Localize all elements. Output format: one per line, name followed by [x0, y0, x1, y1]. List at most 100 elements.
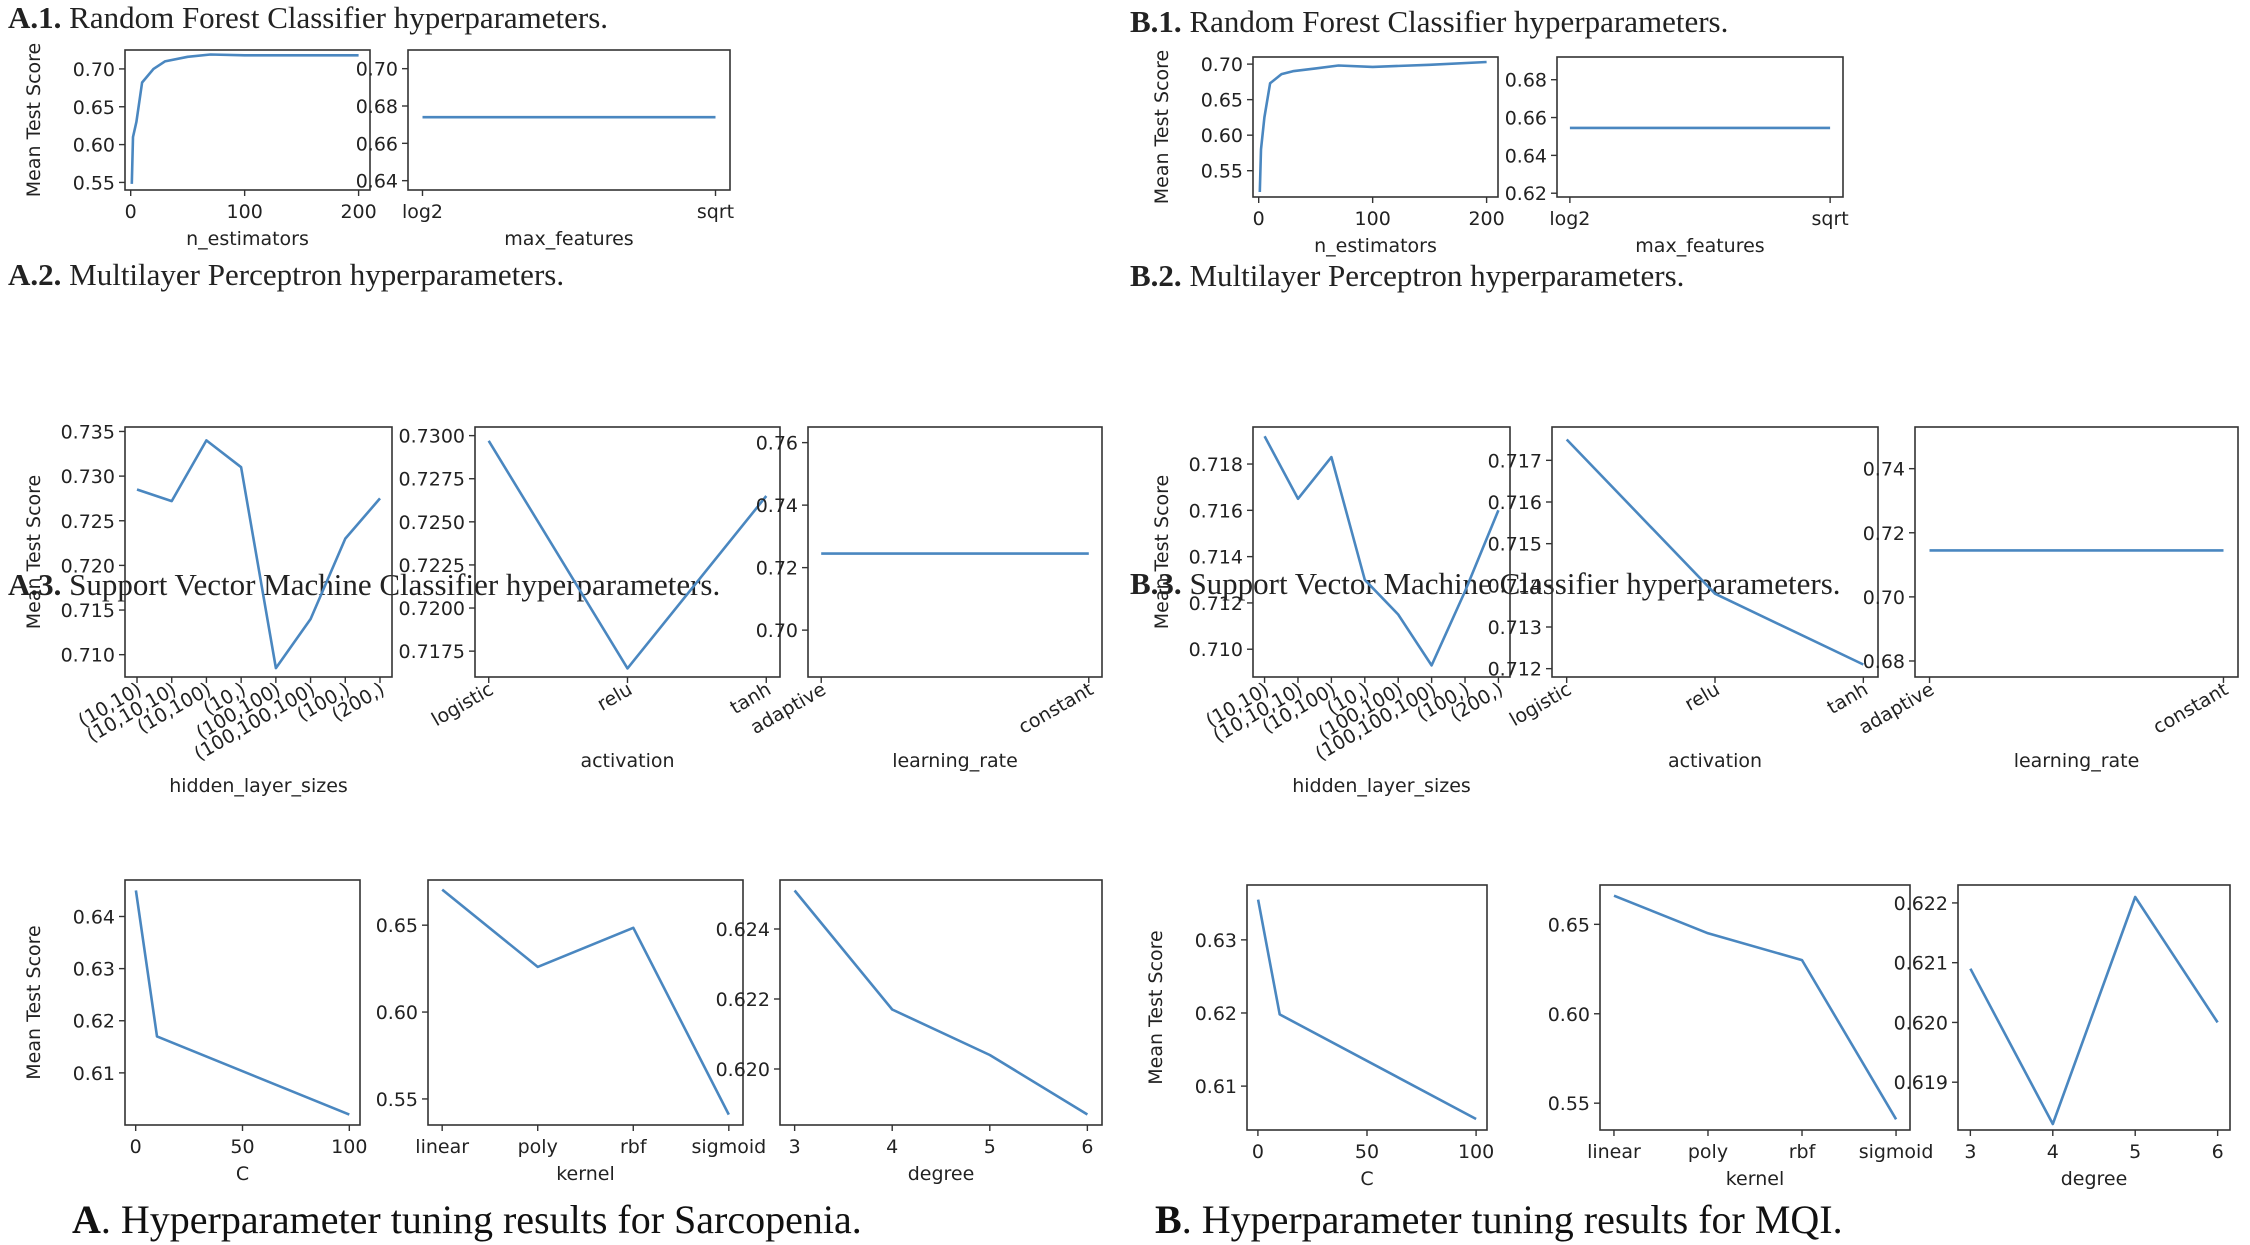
x-tick-label: 4 — [886, 1136, 898, 1158]
x-tick-label: 100 — [331, 1136, 367, 1158]
section-title-a1: A.1. Random Forest Classifier hyperparam… — [8, 0, 609, 35]
y-tick-label: 0.717 — [1488, 450, 1542, 472]
y-tick-label: 0.7225 — [399, 555, 465, 577]
y-tick-label: 0.622 — [1894, 893, 1948, 915]
caption-b: B. Hyperparameter tuning results for MQI… — [1155, 1197, 1843, 1242]
y-tick-label: 0.60 — [376, 1002, 418, 1024]
y-tick-label: 0.60 — [1548, 1004, 1590, 1026]
series-line — [1258, 60, 1487, 193]
x-tick-label: poly — [518, 1136, 558, 1158]
plot-frame — [124, 49, 371, 191]
plot-frame — [1252, 56, 1499, 198]
y-tick-label: 0.714 — [1189, 547, 1243, 569]
x-tick-label: 6 — [2212, 1141, 2224, 1163]
x-tick-label: constant — [1015, 678, 1098, 738]
y-tick-label: 0.61 — [1195, 1076, 1237, 1098]
y-tick-label: 0.718 — [1189, 454, 1243, 476]
series-line — [130, 53, 359, 184]
x-tick-label: sigmoid — [1859, 1141, 1934, 1163]
section-title-b2: B.2. Multilayer Perceptron hyperparamete… — [1130, 258, 1685, 293]
y-tick-label: 0.65 — [376, 915, 418, 937]
x-tick-label: 100 — [227, 201, 263, 223]
x-tick-label: 50 — [230, 1136, 254, 1158]
x-tick-label: poly — [1688, 1141, 1728, 1163]
y-tick-label: 0.64 — [356, 171, 398, 193]
x-axis-label: n_estimators — [1314, 235, 1437, 257]
x-tick-label: logistic — [428, 678, 497, 731]
y-axis-label: Mean Test Score — [23, 475, 45, 629]
plot-frame — [474, 426, 781, 678]
x-axis-label: C — [1360, 1168, 1373, 1190]
plot-frame — [1252, 426, 1511, 678]
x-axis-label: max_features — [504, 228, 633, 250]
x-tick-label: sqrt — [1812, 208, 1849, 230]
x-tick-label: 3 — [1964, 1141, 1976, 1163]
series-line — [1969, 895, 2219, 1126]
x-tick-label: 0 — [1253, 208, 1265, 230]
y-tick-label: 0.624 — [716, 919, 770, 941]
series-line — [134, 890, 350, 1116]
x-tick-label: 5 — [2129, 1141, 2141, 1163]
plot-frame — [1556, 56, 1844, 198]
x-axis-label: hidden_layer_sizes — [1292, 775, 1471, 797]
x-tick-label: 0 — [1252, 1141, 1264, 1163]
section-title-b1: B.1. Random Forest Classifier hyperparam… — [1130, 4, 1729, 39]
plot-frame — [1914, 426, 2239, 678]
x-tick-label: 100 — [1355, 208, 1391, 230]
y-tick-label: 0.70 — [1201, 54, 1243, 76]
series-line — [1263, 435, 1500, 667]
y-tick-label: 0.68 — [1863, 651, 1905, 673]
x-tick-label: log2 — [1549, 208, 1590, 230]
y-tick-label: 0.620 — [1894, 1012, 1948, 1034]
y-tick-label: 0.63 — [1195, 930, 1237, 952]
x-tick-label: 200 — [1468, 208, 1504, 230]
plot-frame — [427, 879, 744, 1126]
x-axis-label: activation — [1668, 750, 1762, 772]
x-tick-label: sqrt — [697, 201, 734, 223]
y-tick-label: 0.72 — [1863, 523, 1905, 545]
x-tick-label: relu — [593, 678, 636, 715]
x-tick-label: 6 — [1081, 1136, 1093, 1158]
y-tick-label: 0.716 — [1189, 500, 1243, 522]
x-tick-label: 100 — [1458, 1141, 1494, 1163]
x-tick-label: linear — [415, 1136, 469, 1158]
y-tick-label: 0.68 — [356, 96, 398, 118]
x-tick-label: constant — [2149, 678, 2232, 738]
section-title-a2: A.2. Multilayer Perceptron hyperparamete… — [8, 257, 565, 292]
x-axis-label: degree — [908, 1163, 975, 1185]
plot-frame — [807, 426, 1103, 678]
y-tick-label: 0.7250 — [399, 512, 465, 534]
y-tick-label: 0.70 — [1863, 587, 1905, 609]
y-axis-label: Mean Test Score — [23, 43, 45, 197]
x-tick-label: rbf — [620, 1136, 648, 1158]
y-tick-label: 0.713 — [1488, 617, 1542, 639]
y-tick-label: 0.65 — [1548, 914, 1590, 936]
x-axis-label: C — [236, 1163, 249, 1185]
y-tick-label: 0.64 — [1505, 145, 1547, 167]
y-tick-label: 0.70 — [73, 59, 115, 81]
series-line — [136, 439, 381, 670]
y-axis-label: Mean Test Score — [1151, 475, 1173, 629]
y-tick-label: 0.66 — [1505, 108, 1547, 130]
y-axis-label: Mean Test Score — [1151, 50, 1173, 204]
y-tick-label: 0.62 — [73, 1011, 115, 1033]
y-tick-label: 0.620 — [716, 1059, 770, 1081]
series-line — [441, 888, 730, 1116]
y-tick-label: 0.622 — [716, 989, 770, 1011]
y-tick-label: 0.64 — [73, 906, 115, 928]
series-line — [1256, 899, 1477, 1121]
x-tick-label: 5 — [984, 1136, 996, 1158]
plot-frame — [1246, 884, 1488, 1131]
y-tick-label: 0.68 — [1505, 70, 1547, 92]
x-tick-label: tanh — [1823, 678, 1871, 719]
x-tick-label: adaptive — [1855, 678, 1938, 739]
y-tick-label: 0.55 — [73, 172, 115, 194]
caption-a: A. Hyperparameter tuning results for Sar… — [72, 1197, 862, 1242]
x-axis-label: degree — [2061, 1168, 2128, 1190]
x-tick-label: 3 — [789, 1136, 801, 1158]
series-line — [1565, 438, 1864, 666]
y-tick-label: 0.730 — [61, 466, 115, 488]
x-axis-label: learning_rate — [2014, 750, 2140, 772]
y-tick-label: 0.714 — [1488, 575, 1542, 597]
